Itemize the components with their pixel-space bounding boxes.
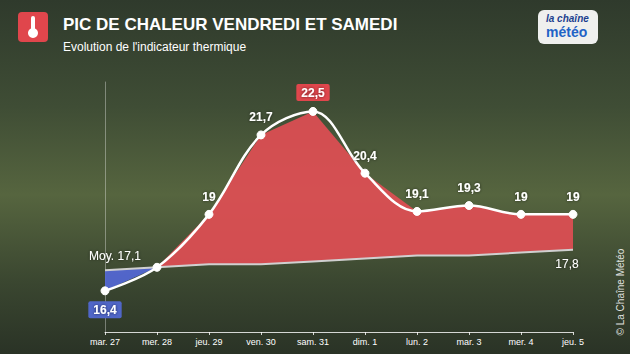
svg-text:mar. 27: mar. 27 — [90, 337, 120, 347]
svg-text:19: 19 — [202, 190, 216, 204]
svg-text:20,4: 20,4 — [353, 149, 377, 163]
svg-text:21,7: 21,7 — [249, 110, 273, 124]
svg-text:19,1: 19,1 — [405, 187, 429, 201]
svg-text:mer. 28: mer. 28 — [142, 337, 172, 347]
svg-text:19: 19 — [566, 190, 580, 204]
svg-text:Moy. 17,1: Moy. 17,1 — [89, 249, 141, 263]
svg-text:dim. 1: dim. 1 — [353, 337, 378, 347]
svg-text:© La Chaîne Météo: © La Chaîne Météo — [615, 248, 626, 335]
svg-text:mer. 4: mer. 4 — [508, 337, 533, 347]
svg-text:16,4: 16,4 — [93, 303, 117, 317]
svg-text:ven. 30: ven. 30 — [246, 337, 276, 347]
svg-text:sam. 31: sam. 31 — [297, 337, 329, 347]
svg-text:météo: météo — [546, 24, 587, 40]
svg-text:19: 19 — [514, 190, 528, 204]
svg-text:Evolution de l'indicateur ther: Evolution de l'indicateur thermique — [63, 40, 246, 54]
svg-text:la chaîne: la chaîne — [546, 13, 589, 24]
svg-text:17,8: 17,8 — [555, 257, 579, 271]
svg-text:PIC DE CHALEUR VENDREDI ET SAM: PIC DE CHALEUR VENDREDI ET SAMEDI — [63, 15, 397, 34]
svg-text:22,5: 22,5 — [301, 86, 325, 100]
svg-text:mar. 3: mar. 3 — [456, 337, 481, 347]
svg-text:lun. 2: lun. 2 — [406, 337, 428, 347]
svg-text:19,3: 19,3 — [457, 181, 481, 195]
svg-text:jeu. 29: jeu. 29 — [194, 337, 222, 347]
svg-text:jeu. 5: jeu. 5 — [561, 337, 584, 347]
